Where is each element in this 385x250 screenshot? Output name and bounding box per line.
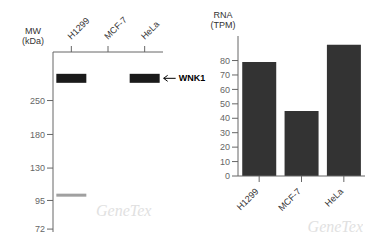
- html-text:GeneTex: GeneTex: [307, 218, 363, 235]
- svg-text:MCF-7: MCF-7: [102, 15, 129, 42]
- svg-text:HeLa: HeLa: [139, 19, 161, 41]
- svg-text:130: 130: [30, 163, 45, 173]
- svg-text:RNA(TPM): RNA(TPM): [211, 10, 236, 30]
- svg-text:95: 95: [35, 196, 45, 206]
- svg-text:50: 50: [220, 99, 230, 109]
- svg-text:H1299: H1299: [235, 186, 261, 212]
- svg-text:H1299: H1299: [66, 16, 92, 42]
- svg-text:70: 70: [220, 70, 230, 80]
- svg-text:0: 0: [225, 171, 230, 181]
- svg-text:60: 60: [220, 85, 230, 95]
- svg-text:30: 30: [220, 128, 230, 138]
- svg-text:72: 72: [35, 224, 45, 234]
- svg-text:250: 250: [30, 96, 45, 106]
- svg-text:20: 20: [220, 142, 230, 152]
- svg-text:180: 180: [30, 130, 45, 140]
- html-text:GeneTex: GeneTex: [96, 202, 152, 219]
- svg-text:WNK1: WNK1: [179, 73, 206, 83]
- svg-text:10: 10: [220, 157, 230, 167]
- svg-text:MW(kDa): MW(kDa): [22, 26, 44, 46]
- svg-text:MCF-7: MCF-7: [276, 186, 303, 213]
- svg-text:80: 80: [220, 56, 230, 66]
- svg-text:HeLa: HeLa: [323, 186, 345, 208]
- svg-text:40: 40: [220, 113, 230, 123]
